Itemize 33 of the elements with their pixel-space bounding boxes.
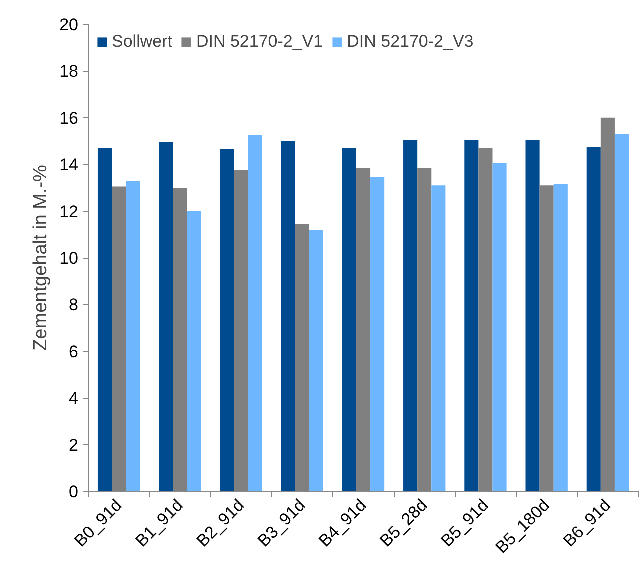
bar xyxy=(281,141,296,492)
y-tick-label: 20 xyxy=(60,16,79,34)
bar xyxy=(309,230,324,492)
y-tick-label: 2 xyxy=(69,436,79,455)
y-tick-label: 10 xyxy=(60,249,79,268)
y-tick-label: 14 xyxy=(60,156,79,175)
bar xyxy=(432,186,446,492)
y-tick-label: 18 xyxy=(60,62,79,82)
y-tick-label: 4 xyxy=(69,389,79,408)
bar xyxy=(126,180,140,492)
bar xyxy=(98,148,112,492)
bar xyxy=(370,177,385,492)
bar xyxy=(404,140,418,492)
y-tick-label: 16 xyxy=(60,108,79,128)
legend-label: DIN 52170-2_V1 xyxy=(196,32,324,52)
bar xyxy=(187,211,202,492)
bar xyxy=(586,147,601,492)
y-axis-title: Zementgehalt in M.-% xyxy=(30,164,52,351)
bar xyxy=(492,163,507,492)
bar xyxy=(464,140,479,492)
bar xyxy=(220,149,234,492)
y-tick-label: 12 xyxy=(60,202,79,222)
bar xyxy=(248,135,262,492)
y-tick-label: 6 xyxy=(69,342,79,362)
bar xyxy=(526,140,540,492)
bar xyxy=(554,184,568,492)
legend-label: DIN 52170-2_V3 xyxy=(347,32,474,52)
legend-label: Sollwert xyxy=(112,32,172,52)
bar xyxy=(159,142,174,492)
y-tick-label: 0 xyxy=(69,482,79,502)
bar xyxy=(342,148,356,492)
y-tick-label: 8 xyxy=(69,296,79,315)
bar xyxy=(614,134,630,492)
